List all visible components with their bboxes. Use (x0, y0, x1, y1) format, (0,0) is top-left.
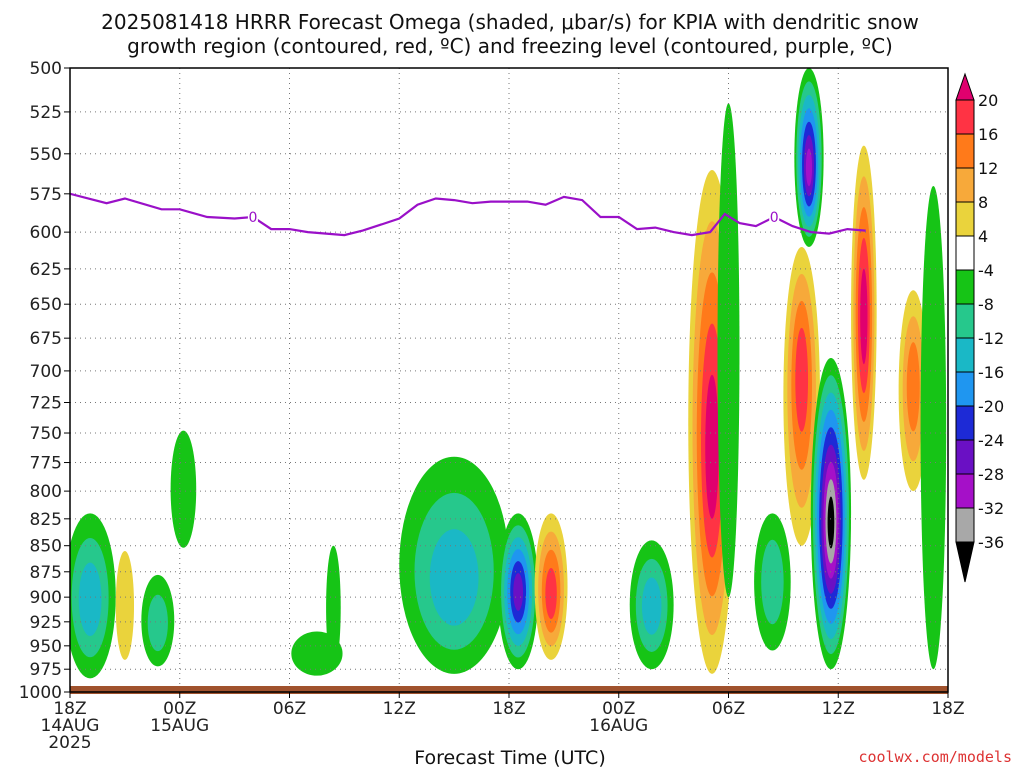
colorbar-segment-5 (955, 235, 975, 271)
x-axis-label: Forecast Time (UTC) (414, 747, 605, 768)
y-tick-label-15: 875 (30, 563, 62, 583)
colorbar-segment-10 (955, 405, 975, 441)
colorbar-label-13: -36 (978, 533, 1004, 552)
omega-shading (70, 68, 947, 679)
colorbar-segment-3 (955, 167, 975, 203)
colorbar-label-11: -28 (978, 465, 1004, 484)
freezing-label-bg-0 (247, 209, 258, 225)
omega-cell-10-level-4 (705, 374, 719, 519)
colorbar-segment-9 (955, 371, 975, 407)
colorbar-segment-2 (955, 133, 975, 169)
colorbar-label-1: 16 (978, 125, 998, 144)
x-tick-label-1-0: 00Z (163, 699, 196, 719)
omega-cell-6-level-2 (429, 529, 479, 626)
y-tick-label-12: 800 (30, 482, 62, 502)
y-tick-label-5: 625 (30, 260, 62, 280)
chart-title-line-1: 2025081418 HRRR Forecast Omega (shaded, … (101, 10, 919, 34)
omega-cell-0-level-2 (78, 562, 102, 637)
y-tick-label-14: 850 (30, 537, 62, 557)
y-tick-label-17: 925 (30, 613, 62, 633)
omega-cell-12-level-1 (761, 539, 784, 625)
y-tick-label-7: 675 (30, 329, 62, 349)
colorbar-segment-4 (955, 201, 975, 237)
y-tick-label-6: 650 (30, 295, 62, 315)
y-tick-label-1: 525 (30, 103, 62, 123)
y-tick-label-4: 600 (30, 223, 62, 243)
colorbar-label-9: -20 (978, 397, 1004, 416)
omega-cell-16-level-4 (860, 268, 868, 365)
y-tick-label-13: 825 (30, 510, 62, 530)
omega-cell-14-level-6 (805, 148, 813, 187)
omega-cell-17-level-2 (906, 342, 920, 432)
freezing-level-label-0: 0 (248, 210, 257, 226)
colorbar-label-10: -24 (978, 431, 1004, 450)
ground-strip (70, 686, 948, 694)
colorbar-label-7: -12 (978, 329, 1004, 348)
colorbar-label-2: 12 (978, 159, 998, 178)
colorbar-label-3: 8 (978, 193, 988, 212)
chart-title-line-2: growth region (contoured, red, ºC) and f… (127, 34, 893, 58)
y-tick-label-10: 750 (30, 424, 62, 444)
colorbar-segment-13 (955, 507, 975, 543)
colorbar-segment-1 (955, 99, 975, 135)
colorbar-label-0: 20 (978, 91, 998, 110)
credit-text[interactable]: coolwx.com/models (858, 748, 1012, 766)
colorbar-label-12: -32 (978, 499, 1004, 518)
omega-cell-13-level-3 (795, 327, 809, 432)
y-tick-label-3: 575 (30, 185, 62, 205)
omega-cell-3-level-0 (170, 430, 197, 548)
colorbar-label-4: 4 (978, 227, 988, 246)
colorbar-label-5: -4 (978, 261, 994, 280)
omega-cell-5-level-0 (326, 545, 341, 670)
omega-cell-18-level-0 (920, 185, 947, 670)
x-tick-label-5-0: 00Z (602, 699, 635, 719)
freezing-level-label-1: 0 (770, 210, 779, 226)
y-tick-label-19: 975 (30, 660, 62, 680)
x-tick-label-3-0: 12Z (383, 699, 416, 719)
x-tick-label-2-0: 06Z (273, 699, 306, 719)
x-tick-label-7-0: 12Z (822, 699, 855, 719)
colorbar-label-6: -8 (978, 295, 994, 314)
x-tick-label-5-1: 16AUG (589, 716, 648, 736)
omega-cell-9-level-2 (641, 577, 662, 635)
omega-cell-8-level-3 (545, 568, 557, 619)
colorbar-segment-12 (955, 473, 975, 509)
colorbar: 20 16 12 8 4 -4 -8 -12 -16 -20 -24 -28 -32 -36 (955, 72, 1004, 583)
omega-cell-15-level-8 (827, 496, 835, 549)
colorbar-segment-7 (955, 303, 975, 339)
y-axis-ticks: 500 525 550 575 600 625 650 675 700 725 750 775 800 8… (19, 59, 70, 703)
y-tick-label-0: 500 (30, 59, 62, 79)
colorbar-segment-11 (955, 439, 975, 475)
x-tick-label-8-0: 18Z (931, 699, 964, 719)
y-tick-label-2: 550 (30, 145, 62, 165)
grid-lines (70, 68, 948, 692)
omega-cell-11-level-0 (717, 103, 740, 598)
colorbar-segment-6 (955, 269, 975, 305)
y-tick-label-11: 775 (30, 454, 62, 474)
x-tick-label-0-0: 18Z (53, 699, 86, 719)
x-tick-label-4-0: 18Z (492, 699, 525, 719)
freezing-label-bg-1 (769, 209, 780, 225)
colorbar-segment-8 (955, 337, 975, 373)
x-tick-label-6-0: 06Z (712, 699, 745, 719)
y-tick-label-20: 1000 (19, 683, 62, 703)
omega-cell-1-level-0 (115, 550, 135, 660)
y-tick-label-9: 725 (30, 393, 62, 413)
y-tick-label-8: 700 (30, 362, 62, 382)
x-tick-label-0-1: 14AUG (41, 716, 100, 736)
colorbar-label-8: -16 (978, 363, 1004, 382)
y-tick-label-18: 950 (30, 637, 62, 657)
omega-cell-7-level-5 (513, 573, 524, 611)
omega-cell-2-level-1 (147, 594, 168, 652)
x-tick-label-1-1: 15AUG (150, 716, 209, 736)
x-tick-label-0-2: 2025 (48, 733, 91, 753)
colorbar-bottom-arrow (955, 541, 975, 583)
colorbar-top-arrow (955, 72, 975, 101)
y-tick-label-16: 900 (30, 588, 62, 608)
